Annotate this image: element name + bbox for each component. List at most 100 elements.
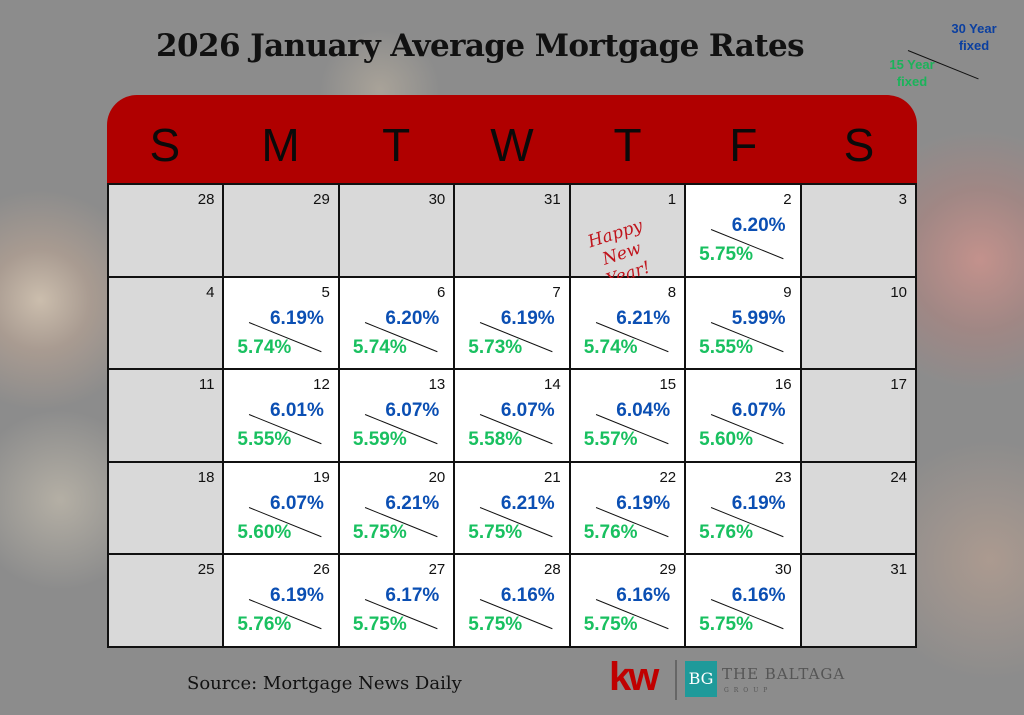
day-number: 18 xyxy=(197,468,215,486)
day-number: 7 xyxy=(552,283,561,301)
rate-30-year: 6.07% xyxy=(500,400,555,422)
day-number: 1 xyxy=(667,191,677,208)
rate-30-year: 6.07% xyxy=(731,400,786,422)
rate-15-year: 5.73% xyxy=(468,336,523,358)
calendar-grid: 28 29 30 31 1 Happy New Year! 2 6.20% 5.75% 3 4 5 6.… xyxy=(107,185,917,648)
rate-15-year: 5.60% xyxy=(237,521,292,543)
day-number: 3 xyxy=(898,191,907,208)
rate-30-year: 6.07% xyxy=(269,492,324,514)
rate-30-year: 6.17% xyxy=(385,585,440,607)
rate-15-year: 5.75% xyxy=(468,614,523,636)
day-cell: 13 6.07% 5.59% xyxy=(339,370,456,463)
day-cell: 14 6.07% 5.58% xyxy=(455,370,571,463)
day-number: 28 xyxy=(544,561,561,579)
day-cell: 23 6.19% 5.76% xyxy=(686,462,802,556)
rate-15-year: 5.74% xyxy=(237,336,292,358)
rate-legend: 30 Year fixed 15 Year fixed xyxy=(886,18,1016,89)
weekday-label: S xyxy=(843,119,875,171)
rate-30-year: 6.19% xyxy=(616,492,671,514)
day-cell: 10 xyxy=(801,277,917,371)
day-cell: 26 6.19% 5.76% xyxy=(224,555,340,648)
day-cell: 22 6.19% 5.76% xyxy=(570,462,687,556)
day-cell: 28 6.16% 5.75% xyxy=(455,555,571,648)
day-number: 26 xyxy=(313,561,330,579)
day-number: 30 xyxy=(774,561,792,579)
rate-30-year: 6.16% xyxy=(616,585,671,607)
rate-15-year: 5.58% xyxy=(468,429,523,451)
legend-30-year: 30 Year fixed xyxy=(951,21,997,53)
day-number: 14 xyxy=(544,376,561,394)
weekday-label: F xyxy=(729,119,758,171)
rate-15-year: 5.75% xyxy=(352,521,407,543)
day-number: 22 xyxy=(659,468,677,486)
day-cell: 30 xyxy=(339,185,456,278)
day-number: 29 xyxy=(659,561,677,579)
rate-30-year: 6.21% xyxy=(500,492,555,514)
day-cell: 6 6.20% 5.74% xyxy=(339,277,456,371)
baltaga-logo: BG xyxy=(685,661,717,697)
rate-15-year: 5.75% xyxy=(699,244,754,265)
rate-15-year: 5.60% xyxy=(699,429,754,451)
day-cell: 18 xyxy=(109,462,225,556)
day-number: 12 xyxy=(313,376,330,394)
rate-30-year: 6.19% xyxy=(269,585,324,607)
day-number: 10 xyxy=(890,283,907,301)
day-number: 13 xyxy=(428,376,446,394)
day-number: 4 xyxy=(206,283,215,301)
day-number: 23 xyxy=(774,468,792,486)
rate-15-year: 5.75% xyxy=(352,614,407,636)
day-number: 19 xyxy=(313,468,330,486)
day-cell: 8 6.21% 5.74% xyxy=(570,277,687,371)
day-cell: 25 xyxy=(109,555,225,648)
day-number: 2 xyxy=(783,191,792,208)
day-number: 6 xyxy=(436,283,446,301)
day-number: 5 xyxy=(321,283,330,301)
weekday-label: T xyxy=(382,119,411,171)
rate-30-year: 6.20% xyxy=(385,307,440,329)
rate-15-year: 5.75% xyxy=(699,614,754,636)
rate-15-year: 5.76% xyxy=(699,521,754,543)
weekday-label: T xyxy=(613,119,642,171)
day-cell: 30 6.16% 5.75% xyxy=(686,555,802,648)
rate-30-year: 6.21% xyxy=(616,307,671,329)
rate-30-year: 6.19% xyxy=(731,492,786,514)
title-text: 2026 January Average Mortgage Rates xyxy=(156,28,805,64)
day-cell: 7 6.19% 5.73% xyxy=(455,277,571,371)
day-number: 17 xyxy=(890,376,907,394)
day-cell: 16 6.07% 5.60% xyxy=(686,370,802,463)
day-cell: 31 xyxy=(801,555,917,648)
day-number: 27 xyxy=(428,561,446,579)
day-cell: 24 xyxy=(801,462,917,556)
day-number: 16 xyxy=(774,376,792,394)
day-number: 24 xyxy=(890,468,907,486)
day-cell: 19 6.07% 5.60% xyxy=(224,462,340,556)
day-cell: 11 xyxy=(109,370,225,463)
day-cell: 1 Happy New Year! xyxy=(570,185,687,290)
rate-15-year: 5.55% xyxy=(699,336,754,358)
day-cell: 12 6.01% 5.55% xyxy=(224,370,340,463)
day-cell: 29 6.16% 5.75% xyxy=(570,555,687,648)
rate-30-year: 6.16% xyxy=(500,585,555,607)
day-number: 9 xyxy=(783,283,792,301)
day-cell: 3 xyxy=(801,185,917,278)
day-number: 31 xyxy=(544,191,561,208)
day-cell: 28 xyxy=(109,185,225,278)
rate-30-year: 5.99% xyxy=(731,307,786,329)
day-cell: 4 xyxy=(109,277,225,371)
rate-15-year: 5.55% xyxy=(237,429,292,451)
day-number: 11 xyxy=(198,376,215,394)
rate-30-year: 6.19% xyxy=(500,307,555,329)
source-note: Source: Mortgage News Daily xyxy=(187,673,462,694)
day-cell: 2 6.20% 5.75% xyxy=(686,185,802,278)
rate-30-year: 6.19% xyxy=(269,307,324,329)
legend-15-year: 15 Year fixed xyxy=(889,57,935,89)
rate-15-year: 5.74% xyxy=(352,336,407,358)
day-number: 28 xyxy=(197,191,215,208)
day-number: 8 xyxy=(667,283,677,301)
day-cell: 5 6.19% 5.74% xyxy=(224,277,340,371)
day-number: 31 xyxy=(890,561,907,579)
rate-30-year: 6.04% xyxy=(616,400,671,422)
weekday-label: W xyxy=(490,119,534,171)
